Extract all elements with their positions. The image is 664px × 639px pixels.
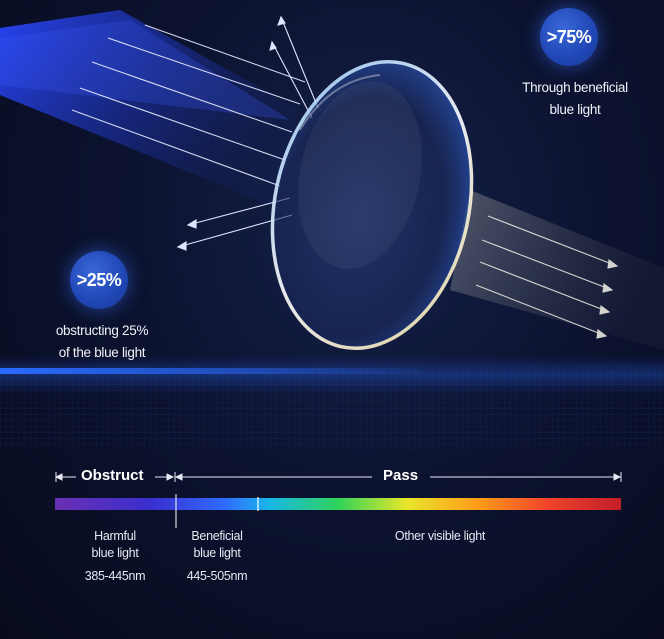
beneficial-blue-light-label: Beneficial blue light: [180, 528, 254, 562]
percent-badge-obstruct-text: >25%: [76, 269, 122, 290]
beneficial-range-label: 445-505nm: [186, 569, 248, 583]
beneficial-label-line-2: blue light: [193, 546, 241, 560]
pass-label: Pass: [383, 467, 419, 484]
horizon-glow: [0, 355, 664, 395]
horizon-line: [0, 368, 420, 374]
incoming-light-rays: [71, 24, 306, 187]
reflected-rays-up: [269, 15, 319, 119]
spectrum-bar: [55, 498, 621, 510]
lens: [270, 59, 474, 351]
harmful-label-line-1: Harmful: [94, 529, 136, 543]
harmful-range-label: 385-445nm: [84, 569, 146, 583]
harmful-label-line-2: blue light: [91, 546, 139, 560]
percent-badge-obstruct: >25%: [70, 251, 128, 309]
incoming-blue-beam: [0, 10, 300, 205]
obstruct-caption-line-2: of the blue light: [58, 345, 146, 360]
pass-caption: Through beneficial blue light: [500, 77, 650, 121]
obstruct-caption-line-1: obstructing 25%: [55, 323, 149, 338]
obstruct-caption: obstructing 25% of the blue light: [40, 320, 164, 364]
outgoing-light-beam: [450, 190, 664, 350]
percent-badge-pass: >75%: [540, 8, 598, 66]
transmitted-rays: [475, 215, 619, 339]
pass-caption-line-1: Through beneficial: [522, 80, 628, 95]
pass-caption-line-2: blue light: [549, 102, 601, 117]
percent-badge-pass-text: >75%: [546, 26, 592, 47]
beneficial-label-line-1: Beneficial: [191, 529, 243, 543]
harmful-blue-light-label: Harmful blue light: [78, 528, 152, 562]
other-visible-light-label: Other visible light: [394, 529, 486, 543]
obstruct-label: Obstruct: [81, 467, 144, 484]
spectrum-brackets: [54, 472, 622, 482]
